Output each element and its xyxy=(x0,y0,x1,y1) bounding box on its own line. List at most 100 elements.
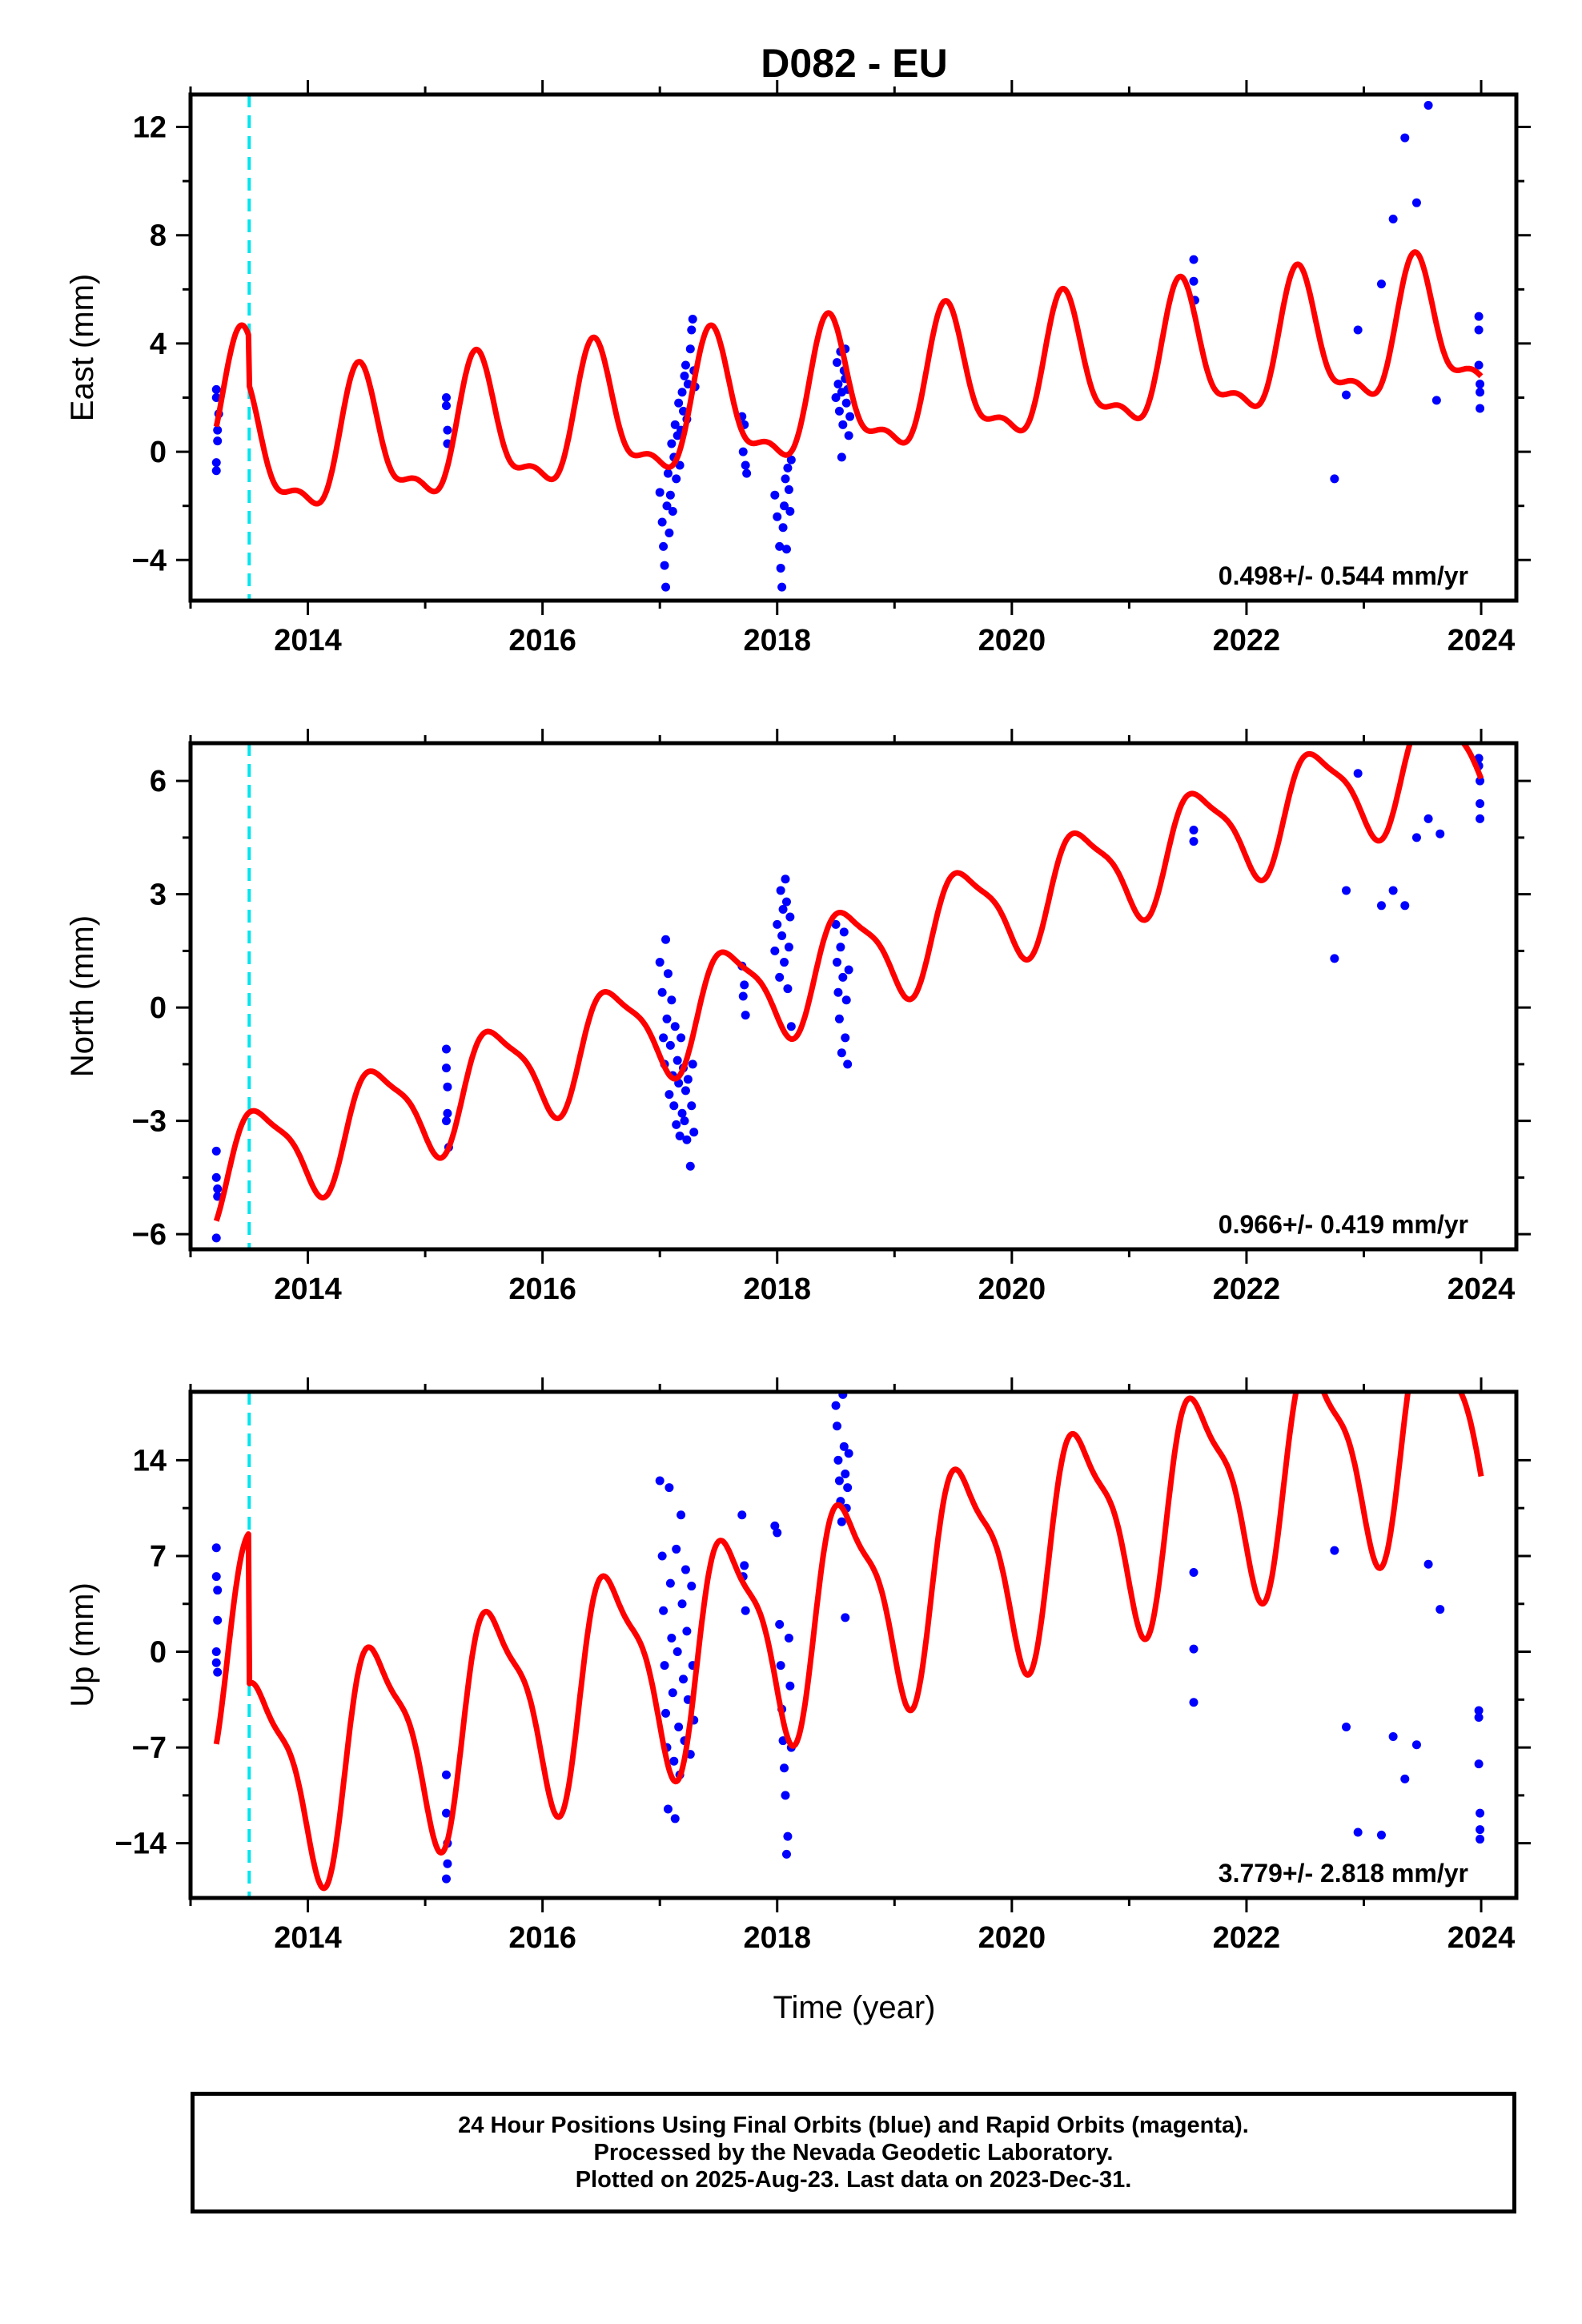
data-point xyxy=(213,425,223,435)
data-point xyxy=(667,995,677,1005)
model-curve xyxy=(213,743,1484,1222)
data-point xyxy=(1423,101,1433,111)
data-point xyxy=(665,1578,675,1588)
data-point xyxy=(773,1528,782,1538)
data-point xyxy=(661,1708,671,1718)
data-point xyxy=(211,1543,221,1553)
data-point xyxy=(677,1510,686,1520)
data-point xyxy=(663,468,673,478)
data-point xyxy=(1400,901,1410,911)
data-point xyxy=(677,1033,686,1043)
data-point xyxy=(1411,1740,1421,1750)
data-point xyxy=(670,420,680,429)
data-point xyxy=(844,1449,853,1458)
data-point xyxy=(1376,279,1386,289)
data-point xyxy=(443,425,452,435)
data-point xyxy=(682,1626,692,1636)
data-point xyxy=(1476,776,1485,786)
data-point xyxy=(1474,1759,1484,1769)
data-point xyxy=(1400,133,1410,143)
data-point xyxy=(834,1476,844,1486)
data-point xyxy=(211,1572,221,1582)
data-point xyxy=(742,468,752,478)
data-point xyxy=(738,991,748,1001)
data-point xyxy=(662,1014,672,1023)
data-point xyxy=(1388,886,1398,895)
data-point xyxy=(441,1044,451,1054)
data-points xyxy=(211,1392,1485,1884)
data-point xyxy=(688,1059,697,1069)
data-point xyxy=(740,1561,749,1570)
chart-title: D082 - EU xyxy=(761,41,947,86)
data-point xyxy=(773,919,782,929)
data-point xyxy=(839,1441,849,1451)
data-point xyxy=(741,460,750,470)
data-point xyxy=(781,1791,790,1800)
y-tick-label: 6 xyxy=(150,765,167,798)
data-point xyxy=(670,1022,680,1031)
data-point xyxy=(832,358,841,368)
data-point xyxy=(832,1421,841,1431)
data-point xyxy=(665,1483,674,1493)
data-point xyxy=(1189,1698,1199,1707)
data-point xyxy=(837,452,846,462)
data-point xyxy=(738,447,748,456)
data-point xyxy=(1376,901,1386,911)
x-tick-label: 2024 xyxy=(1447,1273,1516,1306)
data-point xyxy=(1376,1830,1386,1839)
data-point xyxy=(661,582,671,592)
data-point xyxy=(740,980,749,990)
data-point xyxy=(441,401,451,411)
data-point xyxy=(737,1510,747,1520)
x-tick-label: 2024 xyxy=(1447,624,1516,657)
x-tick-label: 2018 xyxy=(743,1921,811,1955)
data-point xyxy=(211,466,221,476)
data-point xyxy=(677,1599,687,1609)
data-point xyxy=(775,972,785,982)
data-point xyxy=(775,1619,785,1629)
data-point xyxy=(441,1874,451,1884)
y-tick-label: 8 xyxy=(150,219,167,253)
data-point xyxy=(1400,1774,1410,1783)
data-point xyxy=(443,1108,452,1118)
y-tick-label: 0 xyxy=(150,991,167,1025)
data-point xyxy=(786,455,796,464)
data-point xyxy=(1476,814,1485,823)
data-point xyxy=(211,393,221,403)
data-point xyxy=(784,1633,793,1642)
data-point xyxy=(657,987,667,997)
data-point xyxy=(667,439,677,448)
y-axis-label: Up (mm) xyxy=(65,1582,100,1707)
data-point xyxy=(672,1544,681,1554)
data-point xyxy=(655,1476,665,1486)
data-point xyxy=(1189,825,1199,834)
data-point xyxy=(211,1647,221,1657)
data-point xyxy=(665,529,674,538)
data-point xyxy=(1431,396,1441,405)
data-point xyxy=(1474,1706,1484,1715)
data-point xyxy=(1423,1559,1433,1569)
plot-frame xyxy=(188,1389,1519,1900)
data-point xyxy=(689,1128,699,1137)
y-tick-label: 14 xyxy=(133,1444,167,1478)
data-point xyxy=(211,1146,221,1156)
data-point xyxy=(441,1808,451,1818)
data-point xyxy=(673,1055,682,1065)
data-point xyxy=(441,1770,451,1779)
data-point xyxy=(837,1517,846,1526)
y-tick-label: −6 xyxy=(132,1218,167,1252)
data-point xyxy=(831,1401,841,1410)
x-tick-label: 2022 xyxy=(1213,624,1281,657)
data-point xyxy=(685,1161,695,1171)
data-point xyxy=(657,517,667,527)
data-point xyxy=(776,563,785,573)
data-point xyxy=(780,501,789,511)
data-point xyxy=(660,1661,669,1671)
data-point xyxy=(1476,798,1485,808)
data-point xyxy=(1330,474,1339,484)
data-point xyxy=(687,325,697,335)
data-point xyxy=(682,1135,692,1144)
data-point xyxy=(683,380,693,389)
plot-frame xyxy=(188,741,1519,1252)
data-point xyxy=(773,512,782,521)
